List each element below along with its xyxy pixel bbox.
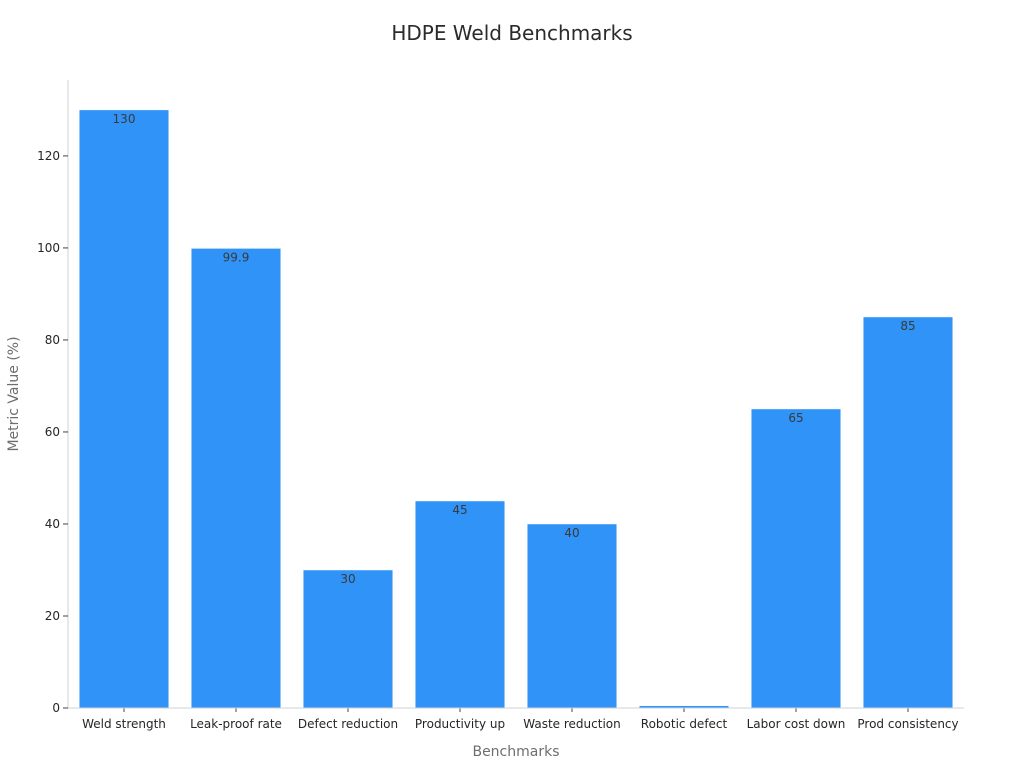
x-tick-label: Weld strength — [82, 717, 166, 731]
bar — [78, 109, 170, 709]
y-tick-label: 40 — [45, 517, 60, 531]
bar-value-label: 85 — [900, 319, 915, 333]
bar — [302, 569, 394, 709]
x-tick-label: Robotic defect — [641, 717, 728, 731]
x-tick-label: Defect reduction — [298, 717, 398, 731]
x-tick-label: Waste reduction — [523, 717, 620, 731]
x-tick-label: Leak-proof rate — [190, 717, 282, 731]
bar — [750, 408, 842, 709]
chart-title: HDPE Weld Benchmarks — [391, 21, 632, 45]
bar-value-label: 40 — [564, 526, 579, 540]
bar-value-label: 65 — [788, 411, 803, 425]
bar — [862, 316, 954, 709]
bar — [414, 500, 506, 709]
y-tick-label: 80 — [45, 333, 60, 347]
data-labels-layer: 130 99.9 30 45 40 65 85 — [113, 112, 916, 586]
x-tick-label: Labor cost down — [747, 717, 846, 731]
y-tick-label: 0 — [52, 701, 60, 715]
y-axis: 0 20 40 60 80 100 120 — [37, 80, 69, 715]
y-axis-label: Metric Value (%) — [6, 336, 22, 451]
bar — [190, 248, 282, 709]
bar — [526, 523, 618, 709]
bar-value-label: 45 — [452, 503, 467, 517]
x-axis-label: Benchmarks — [472, 744, 559, 760]
y-tick-label: 20 — [45, 609, 60, 623]
bars-layer — [78, 109, 954, 709]
bar-value-label: 130 — [113, 112, 136, 126]
bar-value-label: 99.9 — [223, 250, 250, 264]
x-tick-label: Prod consistency — [857, 717, 958, 731]
y-tick-label: 120 — [37, 149, 60, 163]
x-axis: Weld strength Leak-proof rate Defect reduc… — [68, 707, 964, 731]
y-tick-label: 100 — [37, 241, 60, 255]
x-tick-label: Productivity up — [415, 717, 505, 731]
bar-value-label: 30 — [340, 572, 355, 586]
y-tick-label: 60 — [45, 425, 60, 439]
